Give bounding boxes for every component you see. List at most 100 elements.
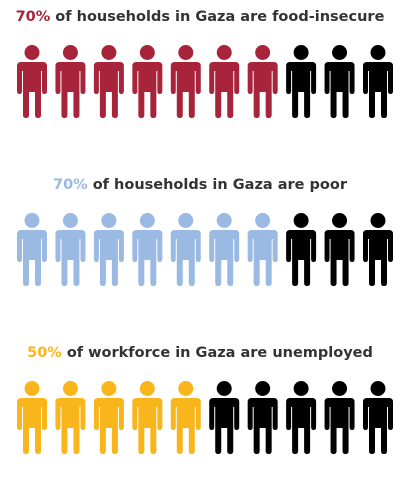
icon-body (209, 62, 240, 118)
person-icon-highlighted (247, 45, 278, 118)
person-icon-highlighted (93, 381, 124, 454)
icon-head (370, 213, 386, 228)
icon-head (370, 45, 386, 60)
icon-head (293, 381, 309, 396)
person-icon (286, 381, 317, 454)
title: 50% of workforce in Gaza are unemployed (27, 345, 373, 361)
icon-head (24, 381, 40, 396)
icon-body (17, 230, 47, 286)
icon-body (170, 62, 201, 118)
person-icon-highlighted (247, 213, 278, 286)
icon-head (332, 213, 348, 228)
icon-head (216, 45, 232, 60)
icon-body (324, 230, 355, 286)
icon-head (139, 381, 155, 396)
person-icon (324, 213, 355, 286)
icon-body (132, 230, 163, 286)
icon-body (286, 62, 317, 118)
icon-head (332, 381, 348, 396)
title-text: of households in Gaza are poor (93, 177, 348, 193)
highlight-value: 50% (27, 345, 62, 361)
icon-head (216, 213, 232, 228)
icon-head (178, 213, 194, 228)
icon-head (101, 213, 117, 228)
icon-body (17, 62, 47, 118)
icon-head (216, 381, 232, 396)
icon-body (132, 62, 163, 118)
title: 70% of households in Gaza are poor (53, 177, 348, 193)
icon-head (293, 45, 309, 60)
icon-body (55, 398, 86, 454)
icon-head (62, 213, 78, 228)
person-icon-highlighted (170, 45, 201, 118)
icon-body (363, 230, 393, 286)
icon-head (101, 45, 117, 60)
person-icon-highlighted (55, 381, 86, 454)
person-icon (209, 381, 240, 454)
icon-body (93, 230, 124, 286)
icon-head (178, 381, 194, 396)
icon-body (247, 62, 278, 118)
icon-body (209, 398, 240, 454)
person-icon (324, 45, 355, 118)
title-text: of households in Gaza are food-insecure (55, 9, 384, 25)
person-icon-highlighted (17, 45, 47, 118)
highlight-value: 70% (53, 177, 88, 193)
person-icon-highlighted (132, 381, 163, 454)
person-icon-highlighted (132, 213, 163, 286)
icon-body (247, 398, 278, 454)
title: 70% of households in Gaza are food-insecu… (16, 9, 385, 25)
icon-head (101, 381, 117, 396)
icon-head (332, 45, 348, 60)
icon-head (178, 45, 194, 60)
icon-body (93, 62, 124, 118)
person-icon (363, 381, 393, 454)
icon-body (363, 398, 393, 454)
icon-head (139, 213, 155, 228)
icon-body (170, 230, 201, 286)
icon-head (293, 213, 309, 228)
person-icon (363, 213, 393, 286)
icon-head (62, 381, 78, 396)
icon-body (55, 230, 86, 286)
icon-body (17, 398, 47, 454)
icon-head (255, 213, 271, 228)
icon-body (93, 398, 124, 454)
person-icon-highlighted (93, 213, 124, 286)
icon-head (255, 381, 271, 396)
icon-body (132, 398, 163, 454)
person-icon (286, 45, 317, 118)
person-icon-highlighted (170, 381, 201, 454)
person-icon (286, 213, 317, 286)
icon-body (55, 62, 86, 118)
icon-head (62, 45, 78, 60)
person-icon (363, 45, 393, 118)
person-icon-highlighted (93, 45, 124, 118)
person-icon-highlighted (17, 213, 47, 286)
icon-body (363, 62, 393, 118)
icon-body (247, 230, 278, 286)
icon-body (209, 230, 240, 286)
icon-head (370, 381, 386, 396)
person-icon-highlighted (132, 45, 163, 118)
icon-body (324, 62, 355, 118)
person-icon-highlighted (55, 45, 86, 118)
icon-head (255, 45, 271, 60)
icon-body (286, 230, 317, 286)
person-icon (324, 381, 355, 454)
icon-head (139, 45, 155, 60)
icon-head (24, 45, 40, 60)
person-icon-highlighted (55, 213, 86, 286)
icon-head (24, 213, 40, 228)
person-icon-highlighted (209, 45, 240, 118)
icon-body (170, 398, 201, 454)
person-icon (247, 381, 278, 454)
person-icon-highlighted (17, 381, 47, 454)
person-icon-highlighted (209, 213, 240, 286)
person-icon-highlighted (170, 213, 201, 286)
highlight-value: 70% (16, 9, 51, 25)
title-text: of workforce in Gaza are unemployed (67, 345, 373, 361)
icon-body (324, 398, 355, 454)
icon-body (286, 398, 317, 454)
